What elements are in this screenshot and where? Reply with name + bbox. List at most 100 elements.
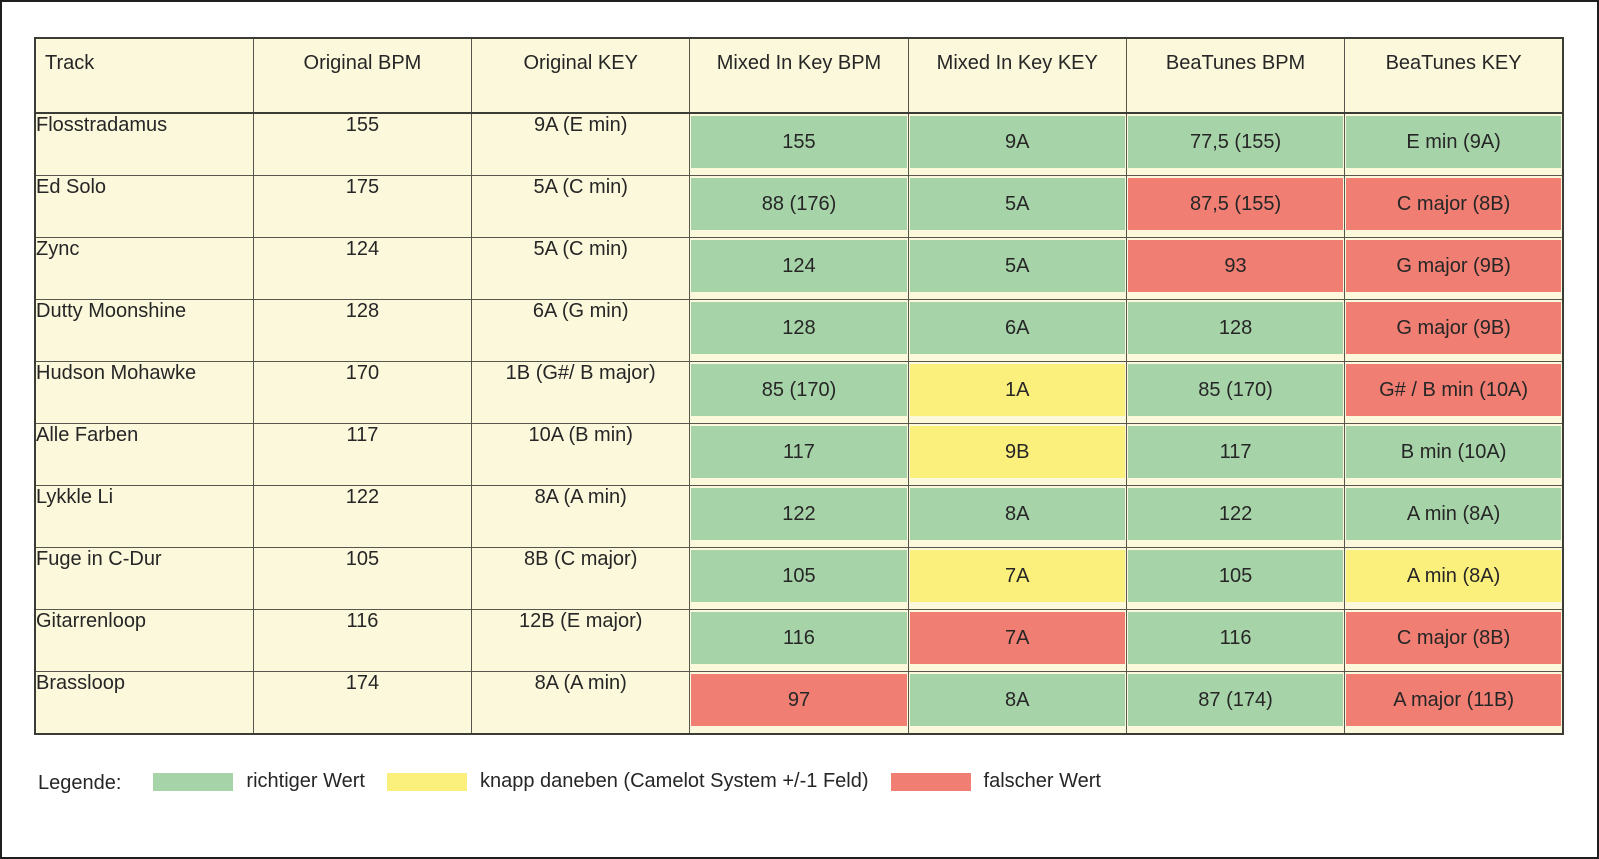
beatunes-key-cell: A major (11B) [1344,671,1564,735]
beatunes-key-cell: A min (8A) [1344,547,1564,610]
beatunes-key-cell: C major (8B) [1344,175,1564,238]
value-highlight-wrong: G# / B min (10A) [1346,364,1561,416]
value-highlight-wrong: 93 [1127,240,1344,292]
mixed-in-key-bpm-cell: 117 [689,423,909,486]
value-highlight-correct: 8A [909,488,1125,540]
column-header-original-bpm: Original BPM [252,37,473,114]
track-name-cell: Alle Farben [34,423,254,486]
mixed-in-key-key-cell: 8A [907,485,1127,548]
legend-item-correct: richtiger Wert [153,770,365,793]
track-name-cell: Flosstradamus [34,112,254,176]
value-highlight-correct: 85 (170) [1127,364,1344,416]
beatunes-bpm-cell: 105 [1125,547,1346,610]
value-highlight-wrong: C major (8B) [1346,612,1561,664]
column-header-original-key: Original KEY [471,37,691,114]
mixed-in-key-key-cell: 8A [907,671,1127,735]
mixed-in-key-key-cell: 9B [907,423,1127,486]
value-highlight-correct: 128 [691,302,907,354]
table-row: Gitarrenloop 116 12B (E major) 116 7A 116 C ma… [34,609,1564,672]
value-highlight-correct: E min (9A) [1346,116,1561,168]
value-highlight-correct: 116 [691,612,907,664]
value-highlight-wrong: 97 [691,674,907,726]
beatunes-bpm-cell: 116 [1125,609,1346,672]
beatunes-key-cell: G major (9B) [1344,237,1564,300]
beatunes-key-cell: A min (8A) [1344,485,1564,548]
value-highlight-wrong: A major (11B) [1346,674,1561,726]
mixed-in-key-bpm-cell: 128 [689,299,909,362]
legend-label: richtiger Wert [246,770,365,792]
value-highlight-correct: 128 [1127,302,1344,354]
beatunes-bpm-cell: 77,5 (155) [1125,112,1346,176]
beatunes-key-cell: G# / B min (10A) [1344,361,1564,424]
mixed-in-key-bpm-cell: 88 (176) [689,175,909,238]
legend-swatch-correct [153,772,234,791]
value-highlight-wrong: G major (9B) [1346,240,1561,292]
value-highlight-correct: 105 [1127,550,1344,602]
value-highlight-correct: 117 [1127,426,1344,478]
legend-item-close: knapp daneben (Camelot System +/-1 Feld) [386,770,869,793]
beatunes-bpm-cell: 117 [1125,423,1346,486]
value-highlight-correct: 88 (176) [691,178,907,230]
mixed-in-key-key-cell: 5A [907,237,1127,300]
original-bpm-cell: 155 [252,112,473,176]
table-row: Zync 124 5A (C min) 124 5A 93 G major (9B) [34,237,1564,300]
legend: Legende: richtiger Wert knapp daneben (Ca… [38,770,1123,797]
mixed-in-key-key-cell: 6A [907,299,1127,362]
original-key-cell: 8B (C major) [471,547,691,610]
original-bpm-cell: 117 [252,423,473,486]
value-highlight-correct: 85 (170) [691,364,907,416]
track-name-cell: Dutty Moonshine [34,299,254,362]
legend-title: Legende: [38,771,122,794]
beatunes-key-cell: G major (9B) [1344,299,1564,362]
original-bpm-cell: 174 [252,671,473,735]
value-highlight-correct: 8A [909,674,1125,726]
value-highlight-correct: 105 [691,550,907,602]
comparison-table: Track Original BPM Original KEY Mixed In Ke… [34,37,1564,735]
table-row: Flosstradamus 155 9A (E min) 155 9A 77,5 (155… [34,112,1564,176]
track-name-cell: Hudson Mohawke [34,361,254,424]
legend-items: richtiger Wert knapp daneben (Camelot Sys… [153,770,1123,797]
table-row: Hudson Mohawke 170 1B (G#/ B major) 85 (170… [34,361,1564,424]
column-header-mixed-in-key-bpm: Mixed In Key BPM [689,37,909,114]
mixed-in-key-bpm-cell: 124 [689,237,909,300]
original-key-cell: 1B (G#/ B major) [471,361,691,424]
table-row: Alle Farben 117 10A (B min) 117 9B 117 B min (… [34,423,1564,486]
table-body: Flosstradamus 155 9A (E min) 155 9A 77,5 (155… [34,112,1564,735]
value-highlight-correct: 87 (174) [1127,674,1344,726]
original-key-cell: 5A (C min) [471,175,691,238]
value-highlight-correct: 122 [1127,488,1344,540]
value-highlight-wrong: 87,5 (155) [1127,178,1344,230]
original-key-cell: 5A (C min) [471,237,691,300]
value-highlight-correct: 122 [691,488,907,540]
value-highlight-correct: 6A [909,302,1125,354]
original-bpm-cell: 105 [252,547,473,610]
value-highlight-correct: 5A [909,178,1125,230]
legend-label: knapp daneben (Camelot System +/-1 Feld) [479,770,869,792]
mixed-in-key-bpm-cell: 155 [689,112,909,176]
table-row: Brassloop 174 8A (A min) 97 8A 87 (174) A majo… [34,671,1564,735]
mixed-in-key-bpm-cell: 122 [689,485,909,548]
value-highlight-correct: 9A [909,116,1125,168]
legend-label: falscher Wert [983,770,1101,792]
original-bpm-cell: 122 [252,485,473,548]
value-highlight-correct: A min (8A) [1346,488,1561,540]
mixed-in-key-key-cell: 9A [907,112,1127,176]
track-name-cell: Brassloop [34,671,254,735]
value-highlight-correct: 155 [691,116,907,168]
beatunes-bpm-cell: 87 (174) [1125,671,1346,735]
beatunes-key-cell: E min (9A) [1344,112,1564,176]
legend-swatch-close [386,772,467,791]
column-header-mixed-in-key-key: Mixed In Key KEY [907,37,1127,114]
column-header-beatunes-bpm: BeaTunes BPM [1125,37,1346,114]
mixed-in-key-bpm-cell: 97 [689,671,909,735]
column-header-track: Track [34,37,254,114]
track-name-cell: Fuge in C-Dur [34,547,254,610]
column-header-beatunes-key: BeaTunes KEY [1344,37,1564,114]
mixed-in-key-bpm-cell: 116 [689,609,909,672]
value-highlight-correct: 77,5 (155) [1127,116,1344,168]
table-header: Track Original BPM Original KEY Mixed In Ke… [34,37,1564,114]
table-row: Ed Solo 175 5A (C min) 88 (176) 5A 87,5 (155)… [34,175,1564,238]
original-key-cell: 8A (A min) [471,671,691,735]
beatunes-bpm-cell: 122 [1125,485,1346,548]
